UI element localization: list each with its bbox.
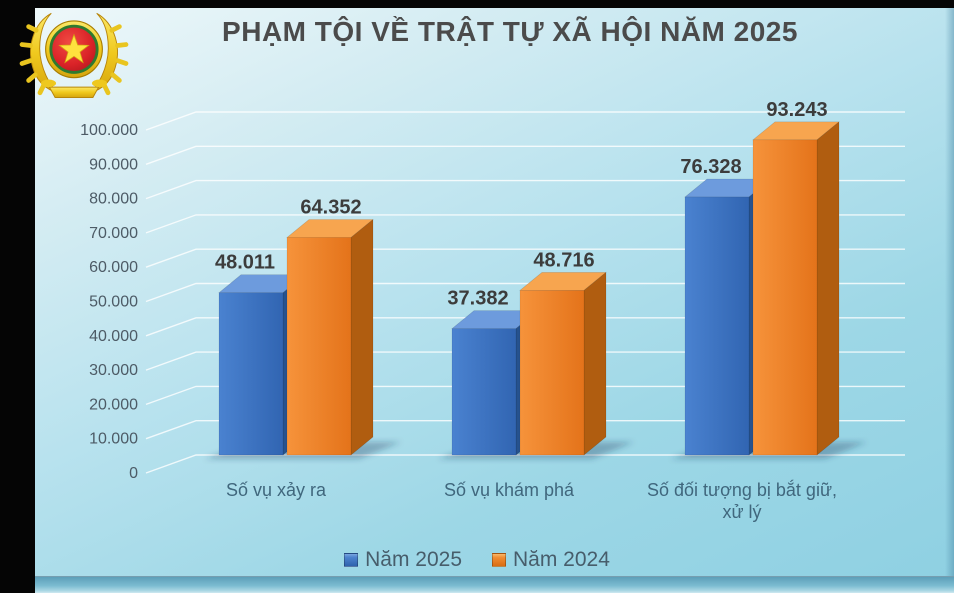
chart-legend: Năm 2025 Năm 2024 (0, 548, 954, 572)
police-emblem-logo (19, 12, 129, 98)
legend-swatch-blue (344, 553, 359, 567)
legend-item-nam-2025: Năm 2025 (344, 548, 462, 572)
chart-title: PHẠM TỘI VỀ TRẬT TỰ XÃ HỘI NĂM 2025 (222, 16, 798, 47)
legend-item-nam-2024: Năm 2024 (492, 548, 610, 572)
slide-background (35, 8, 954, 593)
emblem-wing-right (91, 79, 108, 88)
emblem-star (58, 33, 90, 64)
slide-right-edge (945, 8, 954, 593)
legend-swatch-orange (492, 553, 506, 567)
legend-label: Năm 2025 (365, 548, 462, 571)
emblem-wing-left (40, 79, 57, 88)
slide-bottom-edge (35, 576, 954, 593)
emblem-banner (48, 86, 100, 98)
legend-label: Năm 2024 (513, 548, 610, 571)
